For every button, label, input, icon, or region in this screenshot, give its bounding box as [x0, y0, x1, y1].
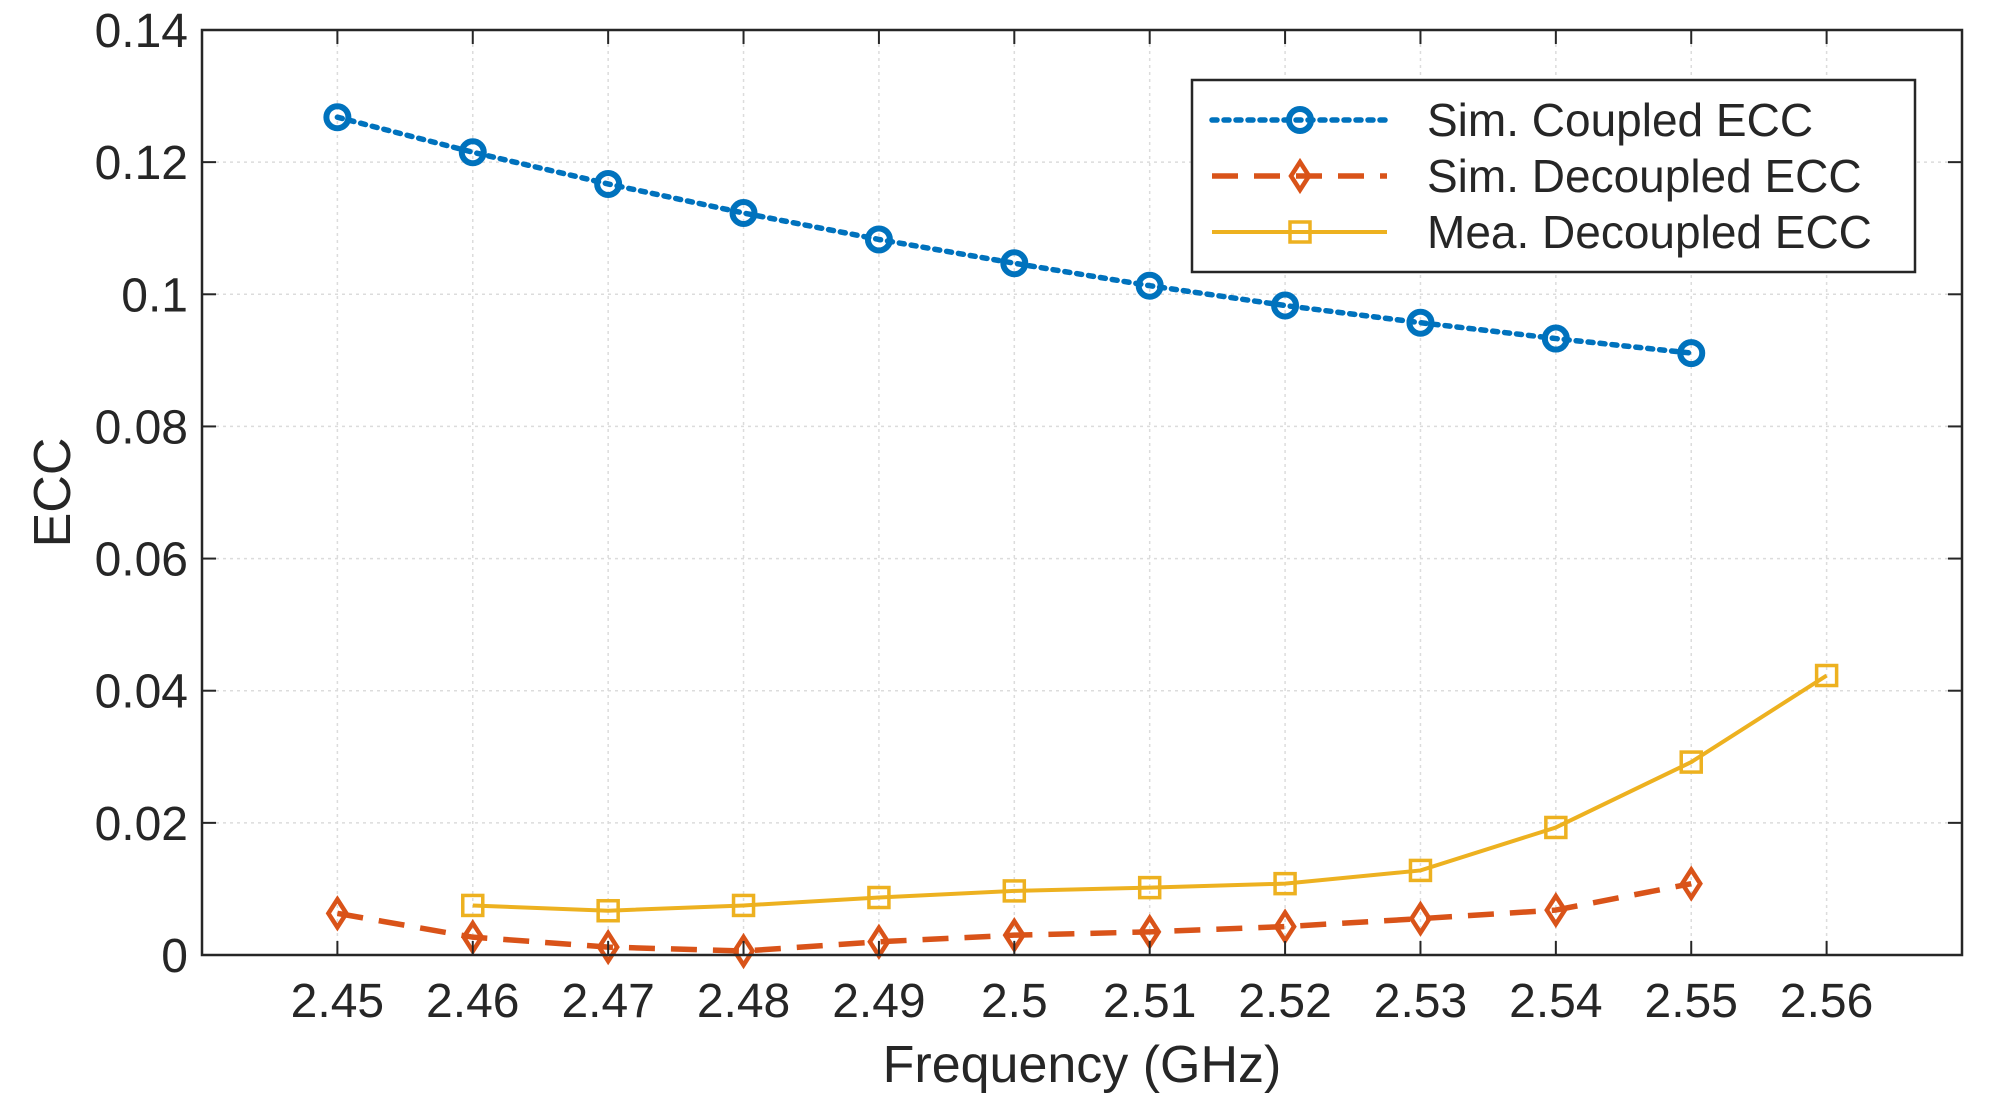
data-point	[1002, 879, 1027, 903]
series-line	[334, 114, 1694, 356]
legend-entry: Mea. Decoupled ECC	[1212, 206, 1872, 258]
y-axis-title: ECC	[24, 438, 82, 548]
data-point	[1135, 271, 1164, 300]
x-tick-label: 2.5	[981, 975, 1048, 1028]
y-tick-label: 0.14	[95, 5, 188, 58]
series-3	[461, 663, 1839, 923]
x-tick-label: 2.53	[1374, 975, 1467, 1028]
data-point	[1677, 339, 1706, 368]
data-point	[1814, 663, 1839, 688]
x-tick-label: 2.46	[426, 975, 519, 1028]
series-1	[323, 103, 1706, 368]
y-tick-label: 0.02	[95, 798, 188, 851]
y-tick-label: 0.1	[121, 269, 188, 322]
legend-entry: Sim. Coupled ECC	[1209, 94, 1813, 146]
x-tick-label: 2.45	[291, 975, 384, 1028]
data-point	[867, 885, 891, 910]
y-tick-label: 0.12	[95, 137, 188, 190]
legend-label: Sim. Coupled ECC	[1427, 94, 1813, 146]
data-point	[1408, 858, 1433, 883]
data-point	[1679, 750, 1703, 774]
data-point	[1544, 891, 1568, 929]
data-point	[1406, 308, 1435, 337]
data-point	[1544, 815, 1568, 840]
data-point	[1273, 871, 1297, 896]
legend-marker	[1288, 220, 1312, 244]
data-point	[1137, 875, 1162, 900]
y-tick-label: 0	[161, 930, 188, 983]
x-tick-labels: 2.45 2.46 2.47 2.48 2.49 2.5 2.51 2.52 2.53 2.54 2…	[291, 975, 1874, 1028]
data-point	[323, 103, 352, 132]
series-2	[325, 865, 1703, 970]
x-tick-label: 2.52	[1238, 975, 1331, 1028]
series-line	[336, 880, 1692, 954]
legend-marker	[1286, 106, 1314, 134]
legend-label: Mea. Decoupled ECC	[1427, 206, 1872, 258]
data-point	[1679, 865, 1703, 902]
legend-entry: Sim. Decoupled ECC	[1212, 150, 1862, 202]
x-tick-label: 2.49	[832, 975, 925, 1028]
y-tick-label: 0.06	[95, 534, 188, 587]
series-line	[472, 673, 1828, 913]
data-point	[461, 893, 485, 918]
x-tick-label: 2.47	[561, 975, 654, 1028]
series-layer	[323, 103, 1839, 970]
data-point	[596, 898, 620, 923]
x-tick-label: 2.48	[697, 975, 790, 1028]
axes-box	[200, 28, 1964, 957]
legend-marker	[1288, 157, 1312, 195]
x-axis-title: Frequency (GHz)	[883, 1036, 1282, 1094]
y-tick-label: 0.08	[95, 401, 188, 454]
data-point	[1408, 900, 1433, 937]
data-point	[729, 199, 758, 228]
x-tick-label: 2.54	[1509, 975, 1602, 1028]
data-point	[1271, 291, 1300, 320]
tick-marks	[202, 29, 1962, 956]
data-point	[864, 225, 893, 254]
data-point	[731, 932, 756, 970]
data-point	[731, 893, 756, 918]
x-tick-label: 2.55	[1645, 975, 1738, 1028]
x-tick-label: 2.56	[1780, 975, 1873, 1028]
y-tick-label: 0.04	[95, 666, 188, 719]
data-point	[1541, 324, 1570, 353]
data-point	[594, 169, 623, 198]
data-point	[596, 928, 620, 966]
data-point	[325, 895, 350, 932]
data-point	[1273, 908, 1297, 945]
data-point	[1000, 249, 1029, 278]
y-tick-labels: 0 0.02 0.04 0.06 0.08 0.1 0.12 0.14	[95, 5, 188, 983]
x-tick-label: 2.51	[1103, 975, 1196, 1028]
legend-label: Sim. Decoupled ECC	[1427, 150, 1862, 202]
data-point	[458, 138, 487, 167]
